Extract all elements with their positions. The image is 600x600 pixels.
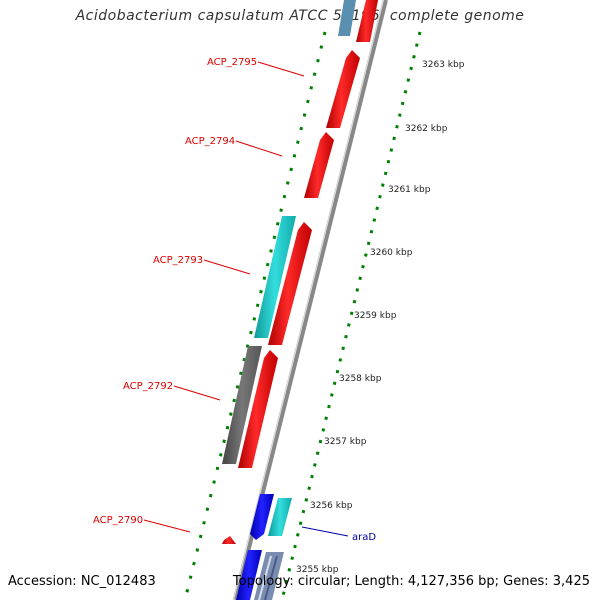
gene-stripe-line-1 bbox=[258, 555, 272, 600]
gene-top-stripe bbox=[338, 0, 356, 36]
gene-acp-2795 bbox=[326, 50, 360, 128]
gene-acp-2793-fwd bbox=[268, 222, 312, 345]
outer-dotted-ring bbox=[280, 31, 422, 600]
map-title: Acidobacterium capsulatum ATCC 51196, co… bbox=[75, 8, 525, 24]
backbone-highlight bbox=[232, 0, 384, 600]
gene-acp-2792-rev bbox=[222, 346, 262, 464]
gene-label-arad: araD bbox=[352, 532, 376, 543]
leader-arad bbox=[301, 526, 349, 537]
leader-acp-2793 bbox=[203, 259, 251, 275]
tick-label: 3257 kbp bbox=[324, 437, 367, 447]
gene-blue-2 bbox=[236, 550, 262, 600]
accession-text: Accession: NC_012483 bbox=[8, 574, 156, 589]
tick-label: 3261 kbp bbox=[388, 185, 431, 195]
gene-label-acp-2790: ACP_2790 bbox=[93, 515, 143, 526]
gene-blue-1 bbox=[250, 494, 274, 540]
gene-acp-2790 bbox=[222, 536, 236, 544]
leader-acp-2790 bbox=[143, 519, 191, 533]
gene-acp-2792-fwd bbox=[238, 350, 278, 468]
tick-label: 3262 kbp bbox=[405, 124, 448, 134]
gene-label-acp-2794: ACP_2794 bbox=[185, 136, 235, 147]
tick-label: 3260 kbp bbox=[370, 248, 413, 258]
tick-label: 3255 kbp bbox=[296, 565, 339, 575]
gene-stripe-line-2 bbox=[264, 555, 278, 600]
leader-acp-2792 bbox=[173, 385, 221, 401]
tick-label: 3256 kbp bbox=[310, 501, 353, 511]
gene-label-acp-2795: ACP_2795 bbox=[207, 57, 257, 68]
gene-acp-2793-rev bbox=[254, 216, 296, 338]
gene-arad bbox=[268, 498, 292, 536]
tick-label: 3259 kbp bbox=[354, 311, 397, 321]
gene-top-red bbox=[356, 0, 378, 42]
leader-acp-2795 bbox=[257, 61, 305, 77]
gene-label-acp-2792: ACP_2792 bbox=[123, 381, 173, 392]
topology-text: Topology: circular; Length: 4,127,356 bp… bbox=[232, 574, 590, 589]
gene-acp-2794 bbox=[304, 132, 334, 198]
leader-acp-2794 bbox=[235, 140, 283, 157]
gene-label-acp-2793: ACP_2793 bbox=[153, 255, 203, 266]
tick-label: 3263 kbp bbox=[422, 60, 465, 70]
tick-label: 3258 kbp bbox=[339, 374, 382, 384]
